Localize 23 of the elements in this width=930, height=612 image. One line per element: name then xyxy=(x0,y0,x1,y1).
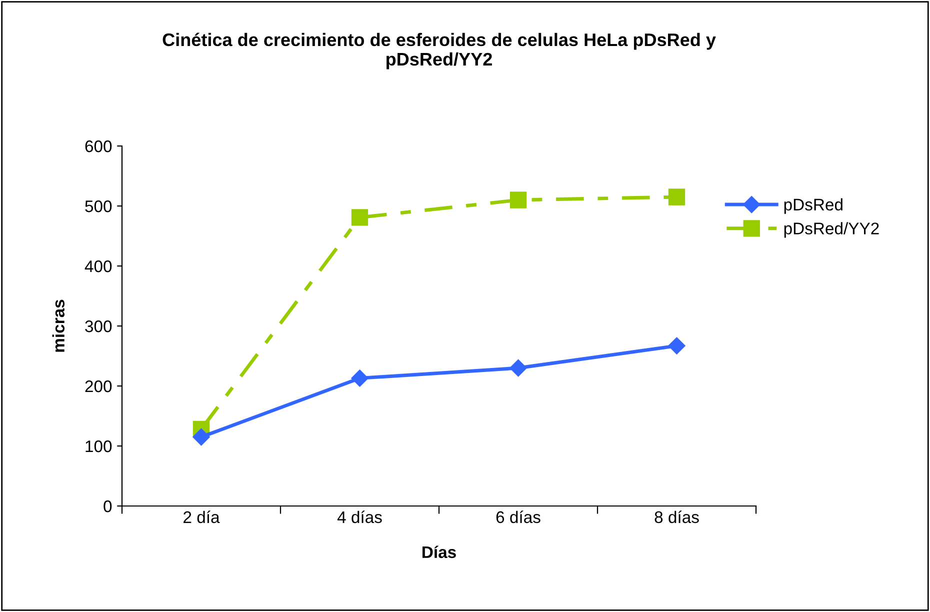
point xyxy=(192,428,210,446)
y-tick-label: 400 xyxy=(84,260,112,272)
point xyxy=(510,192,527,208)
y-tick-label: 500 xyxy=(85,200,112,212)
point xyxy=(351,370,368,387)
point xyxy=(351,209,368,226)
y-tick-label: 0 xyxy=(104,500,112,512)
x-tick-label: 2 día xyxy=(184,510,220,524)
chart-title: Cinética de crecimiento de esferoides de celulas HeLa pDsRed y pDsRed/YY2 xyxy=(162,32,716,70)
x-tick-label: 8 días xyxy=(654,510,699,524)
y-tick-label: 600 xyxy=(85,140,112,152)
x-tick-label: 4 días xyxy=(337,510,382,524)
point xyxy=(510,359,527,377)
y-tick-label: 300 xyxy=(85,320,112,332)
y-axis-title: micras xyxy=(52,300,65,352)
y-tick-label: 100 xyxy=(86,440,112,452)
legend-label: pDsRed xyxy=(784,198,842,214)
point xyxy=(668,337,686,354)
x-axis-title: Días xyxy=(422,546,456,558)
point xyxy=(668,188,686,206)
y-tick-label: 200 xyxy=(85,380,112,392)
legend-label: pDsRed/YY2 xyxy=(784,222,879,238)
x-tick-label: 6 días xyxy=(496,510,540,524)
